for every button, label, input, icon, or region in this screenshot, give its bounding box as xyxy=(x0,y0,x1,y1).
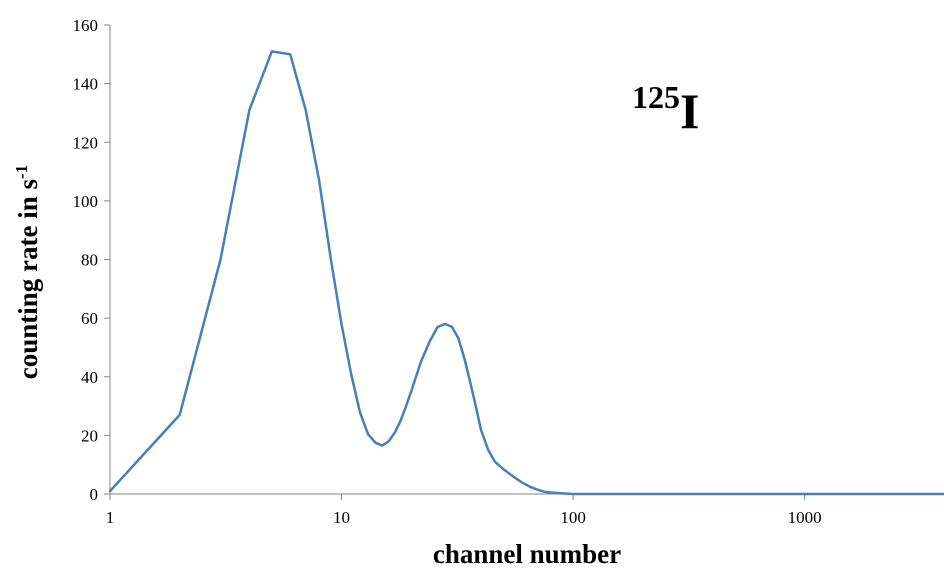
isotope-annotation: 125I xyxy=(632,79,699,139)
plot-area xyxy=(108,50,944,496)
y-tick-label: 60 xyxy=(81,309,98,328)
y-tick-label: 20 xyxy=(81,426,98,445)
y-tick-label: 120 xyxy=(73,133,99,152)
y-axis-title: counting rate in s-1 xyxy=(12,165,43,379)
y-axis-title-text: counting rate in s xyxy=(13,179,43,379)
x-axis: 1 10 100 1000 xyxy=(106,493,944,527)
y-tick-label: 100 xyxy=(73,192,99,211)
y-tick-label: 160 xyxy=(73,16,99,35)
isotope-mass-number: 125 xyxy=(632,79,680,115)
y-axis-title-superscript: -1 xyxy=(12,165,31,179)
series-line xyxy=(108,50,944,496)
x-axis-title: channel number xyxy=(433,539,621,569)
y-tick-label: 0 xyxy=(90,485,99,504)
y-tick-label: 40 xyxy=(81,368,98,387)
x-tick-label: 10 xyxy=(333,508,350,527)
x-tick-label: 1000 xyxy=(788,508,822,527)
y-axis: 0 20 40 60 80 100 120 140 160 xyxy=(73,16,111,504)
isotope-symbol: I xyxy=(680,83,699,139)
y-tick-label: 140 xyxy=(73,75,99,94)
x-tick-label: 1 xyxy=(106,508,115,527)
y-tick-label: 80 xyxy=(81,251,98,270)
x-tick-label: 100 xyxy=(560,508,586,527)
